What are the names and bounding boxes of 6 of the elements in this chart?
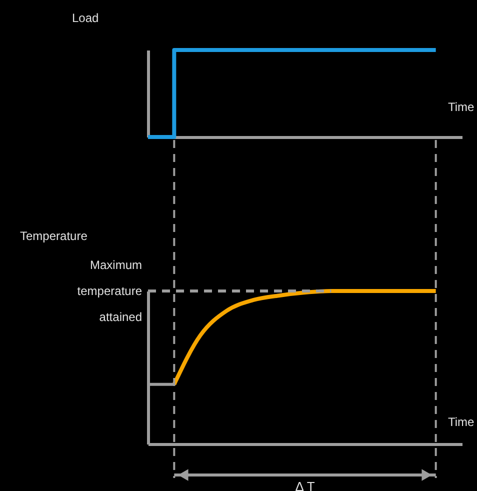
y-axis-title: Temperature: [20, 229, 88, 243]
x-axis-title: Time: [448, 100, 475, 114]
ref-line-label: Maximum temperature attained: [77, 258, 142, 324]
y-axis-title: Load: [72, 11, 99, 25]
text: Δ T: [295, 479, 315, 491]
x-axis-title: Time: [448, 415, 475, 429]
